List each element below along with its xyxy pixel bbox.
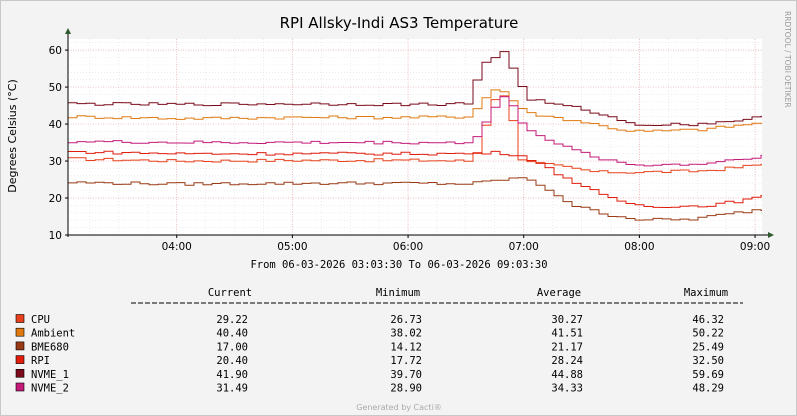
legend-swatch-rpi <box>15 355 25 364</box>
legend-average-rpi: 28.24 <box>551 355 583 367</box>
legend-current-nvme_2: 31.49 <box>216 383 248 395</box>
legend-average-ambient: 41.51 <box>551 328 583 340</box>
legend-swatch-ambient <box>15 327 25 337</box>
x-tick-label: 05:00 <box>277 241 307 253</box>
legend-header-maximum: Maximum <box>684 287 728 299</box>
grid <box>68 39 762 236</box>
legend-maximum-nvme_1: 59.69 <box>692 369 724 381</box>
y-tick-label: 40 <box>49 119 62 131</box>
time-range-label: From 06-03-2026 03:03:30 To 06-03-2026 0… <box>250 259 547 271</box>
y-axis-arrow-icon <box>65 28 71 34</box>
y-tick-label: 50 <box>49 82 62 94</box>
legend-average-cpu: 30.27 <box>551 314 583 326</box>
series-layer <box>68 51 762 221</box>
legend-maximum-ambient: 50.22 <box>692 328 724 340</box>
series-line-cpu <box>68 95 762 174</box>
y-tick-label: 10 <box>49 230 62 242</box>
legend-maximum-rpi: 32.50 <box>692 355 724 367</box>
legend-swatch-bme680 <box>15 341 25 351</box>
x-tick-label: 07:00 <box>509 241 539 253</box>
legend-average-nvme_1: 44.88 <box>551 369 583 381</box>
series-line-bme680 <box>68 177 762 221</box>
legend-current-rpi: 20.40 <box>216 355 248 367</box>
legend-name-bme680: BME680 <box>31 341 69 353</box>
series-line-rpi <box>68 150 762 208</box>
legend-header-minimum: Minimum <box>376 287 420 299</box>
legend-maximum-nvme_2: 48.29 <box>692 383 724 395</box>
legend-minimum-nvme_2: 28.90 <box>390 383 422 395</box>
plot-area <box>68 39 762 235</box>
legend-swatch-cpu <box>15 314 25 323</box>
series-line-ambient <box>68 89 762 132</box>
legend-name-rpi: RPI <box>31 355 50 367</box>
x-axis-arrow-icon <box>768 232 774 238</box>
legend-swatch-nvme_1 <box>15 368 25 378</box>
legend-current-nvme_1: 41.90 <box>216 369 248 381</box>
legend-average-bme680: 21.17 <box>551 341 583 353</box>
legend-maximum-cpu: 46.32 <box>692 314 724 326</box>
x-tick-label: 04:00 <box>162 241 192 253</box>
legend-current-ambient: 40.40 <box>216 328 248 340</box>
legend-name-ambient: Ambient <box>31 328 75 340</box>
legend-current-bme680: 17.00 <box>216 341 248 353</box>
y-tick-label: 20 <box>49 193 62 205</box>
legend-minimum-ambient: 38.02 <box>390 328 422 340</box>
y-tick-label: 60 <box>49 45 62 57</box>
legend-maximum-bme680: 25.49 <box>692 341 724 353</box>
legend-name-nvme_2: NVME_2 <box>31 383 69 395</box>
series-line-nvme_1 <box>68 51 762 127</box>
legend-name-cpu: CPU <box>31 314 50 326</box>
x-tick-label: 06:00 <box>393 241 423 253</box>
rrdtool-credit: RRDTOOL / TOBI OETIKER <box>783 11 792 108</box>
cacti-footer: Generated by Cacti® <box>356 403 442 412</box>
legend-header-average: Average <box>537 287 581 299</box>
legend-name-nvme_1: NVME_1 <box>31 369 69 381</box>
x-tick-label: 08:00 <box>624 241 654 253</box>
x-tick-label: 09:00 <box>740 241 770 253</box>
series-line-nvme_2 <box>68 96 762 167</box>
legend-minimum-nvme_1: 39.70 <box>390 369 422 381</box>
y-axis-label: Degrees Celsius (°C) <box>6 79 19 193</box>
legend-minimum-rpi: 17.72 <box>390 355 422 367</box>
y-tick-label: 30 <box>49 156 62 168</box>
legend-average-nvme_2: 34.33 <box>551 383 583 395</box>
legend-swatch-nvme_2 <box>15 382 25 392</box>
legend: Current Minimum Average Maximum CPU 29.22 26.7… <box>15 287 743 395</box>
legend-header-current: Current <box>208 287 252 299</box>
legend-minimum-cpu: 26.73 <box>390 314 422 326</box>
legend-minimum-bme680: 14.12 <box>390 341 422 353</box>
chart-title: RPI Allsky-Indi AS3 Temperature <box>280 14 519 32</box>
legend-current-cpu: 29.22 <box>216 314 248 326</box>
axes: 10 20 30 40 50 60 04:00 05:00 06:00 07:00 08:00 09:… <box>49 28 774 253</box>
